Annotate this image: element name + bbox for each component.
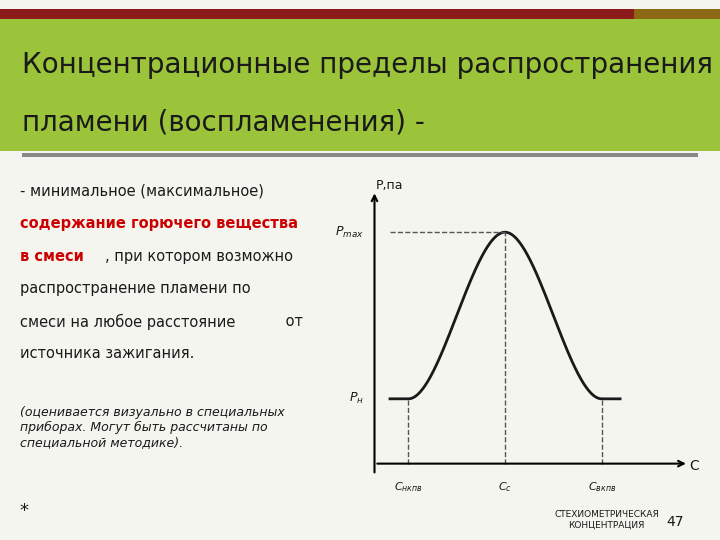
Text: СТЕХИОМЕТРИЧЕСКАЯ
КОНЦЕНТРАЦИЯ: СТЕХИОМЕТРИЧЕСКАЯ КОНЦЕНТРАЦИЯ (554, 510, 659, 529)
Text: распространение пламени по: распространение пламени по (20, 281, 251, 296)
Text: $С_{вкпв}$: $С_{вкпв}$ (588, 480, 616, 494)
Text: P,па: P,па (375, 179, 403, 192)
Text: источника зажигания.: источника зажигания. (20, 346, 194, 361)
Text: $С_с$: $С_с$ (498, 480, 512, 494)
Text: С: С (690, 459, 699, 473)
Text: 47: 47 (667, 515, 684, 529)
Text: , при котором возможно: , при котором возможно (105, 248, 293, 264)
Text: (оценивается визуально в специальных
приборах. Могут быть рассчитаны по
специаль: (оценивается визуально в специальных при… (20, 406, 284, 449)
Text: $С_{нкпв}$: $С_{нкпв}$ (394, 480, 423, 494)
Text: от: от (282, 314, 303, 329)
Text: пламени (воспламенения) -: пламени (воспламенения) - (22, 108, 425, 136)
Text: содержание горючего вещества: содержание горючего вещества (20, 216, 298, 231)
Text: - минимальное (максимальное): - минимальное (максимальное) (20, 184, 264, 198)
Text: $P_{н}$: $P_{н}$ (349, 392, 364, 407)
Text: *: * (20, 502, 29, 519)
Text: в смеси: в смеси (20, 248, 84, 264)
Text: смеси на любое расстояние: смеси на любое расстояние (20, 314, 235, 330)
Text: $P_{max}$: $P_{max}$ (336, 225, 364, 240)
Text: Концентрационные пределы распространения: Концентрационные пределы распространения (22, 51, 713, 79)
